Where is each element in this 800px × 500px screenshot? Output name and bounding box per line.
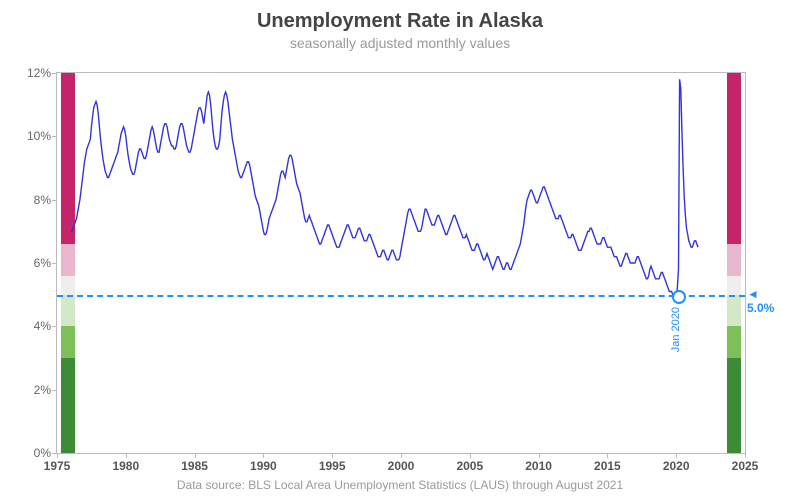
y-tick-label: 0% bbox=[34, 446, 51, 460]
plot-area: 0%2%4%6%8%10%12%197519801985199019952000… bbox=[56, 72, 746, 454]
x-tick-mark bbox=[607, 453, 608, 458]
x-tick-mark bbox=[745, 453, 746, 458]
x-tick-mark bbox=[470, 453, 471, 458]
y-tick-label: 10% bbox=[27, 129, 51, 143]
x-tick-label: 2025 bbox=[732, 459, 759, 473]
x-tick-mark bbox=[195, 453, 196, 458]
x-tick-mark bbox=[263, 453, 264, 458]
x-tick-label: 1985 bbox=[181, 459, 208, 473]
x-tick-mark bbox=[539, 453, 540, 458]
chart-title: Unemployment Rate in Alaska bbox=[0, 0, 800, 33]
x-tick-label: 2015 bbox=[594, 459, 621, 473]
x-tick-mark bbox=[401, 453, 402, 458]
x-tick-label: 1975 bbox=[44, 459, 71, 473]
chart-footer: Data source: BLS Local Area Unemployment… bbox=[0, 478, 800, 492]
y-tick-label: 8% bbox=[34, 193, 51, 207]
annotation-circle bbox=[672, 290, 686, 304]
x-tick-mark bbox=[332, 453, 333, 458]
y-tick-label: 12% bbox=[27, 66, 51, 80]
annotation-label: Jan 2020 bbox=[670, 307, 682, 352]
x-tick-label: 2005 bbox=[456, 459, 483, 473]
x-tick-mark bbox=[126, 453, 127, 458]
series-line bbox=[57, 73, 745, 453]
x-tick-label: 2000 bbox=[388, 459, 415, 473]
x-tick-label: 2020 bbox=[663, 459, 690, 473]
chart-container: Unemployment Rate in Alaska seasonally a… bbox=[0, 0, 800, 500]
reference-label: ◄ 5.0% bbox=[747, 287, 774, 315]
x-tick-mark bbox=[57, 453, 58, 458]
x-tick-label: 1980 bbox=[112, 459, 139, 473]
y-tick-label: 6% bbox=[34, 256, 51, 270]
x-tick-label: 1995 bbox=[319, 459, 346, 473]
chart-subtitle: seasonally adjusted monthly values bbox=[0, 35, 800, 51]
y-tick-label: 2% bbox=[34, 383, 51, 397]
x-tick-mark bbox=[676, 453, 677, 458]
x-tick-label: 2010 bbox=[525, 459, 552, 473]
y-tick-label: 4% bbox=[34, 319, 51, 333]
x-tick-label: 1990 bbox=[250, 459, 277, 473]
